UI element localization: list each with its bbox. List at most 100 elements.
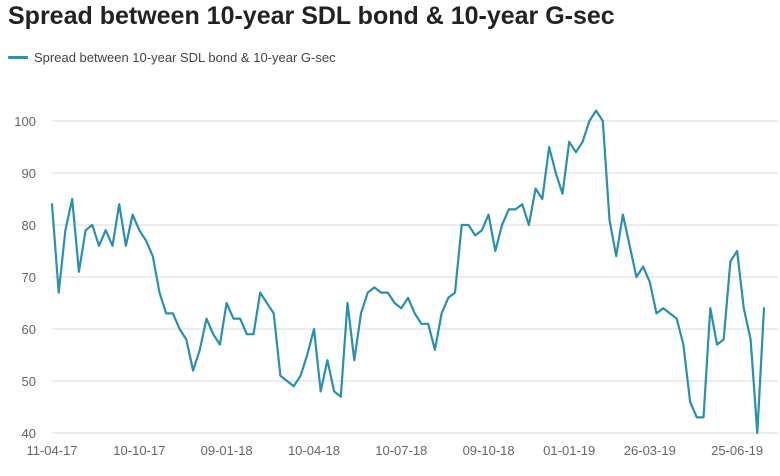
data-point [373,286,375,288]
data-point [98,245,100,247]
data-point [703,416,705,418]
data-point [548,146,550,148]
data-point [333,390,335,392]
data-point [400,307,402,309]
data-point [461,224,463,226]
data-point [125,245,127,247]
data-point [696,416,698,418]
chart-title: Spread between 10-year SDL bond & 10-yea… [8,2,615,30]
data-point [481,229,483,231]
data-point [441,312,443,314]
data-point [454,292,456,294]
data-point [561,193,563,195]
data-point [158,292,160,294]
data-point [514,208,516,210]
data-point [219,344,221,346]
data-point [78,271,80,273]
data-point [91,224,93,226]
data-point [508,208,510,210]
data-point [212,333,214,335]
data-point [609,219,611,221]
data-point [750,338,752,340]
y-tick-label: 40 [22,426,36,441]
data-point [763,307,765,309]
data-point [743,307,745,309]
data-point [199,349,201,351]
data-point [427,323,429,325]
data-point [152,255,154,257]
data-point [293,385,295,387]
x-tick-label: 25-06-19 [711,443,763,458]
data-point [353,359,355,361]
x-tick-label: 09-01-18 [201,443,253,458]
data-point [145,240,147,242]
data-point [555,172,557,174]
data-point [541,198,543,200]
data-point [192,370,194,372]
data-point [629,245,631,247]
x-tick-label: 09-10-18 [463,443,515,458]
data-point [528,224,530,226]
data-point [575,151,577,153]
data-point [172,312,174,314]
data-point [649,281,651,283]
y-tick-label: 70 [22,270,36,285]
y-tick-label: 100 [14,114,36,129]
data-point [447,297,449,299]
data-point [729,260,731,262]
data-point [602,120,604,122]
data-point [467,224,469,226]
data-point [501,224,503,226]
data-point [266,302,268,304]
data-point [635,276,637,278]
data-point [51,203,53,205]
data-point [132,214,134,216]
data-point [736,250,738,252]
data-point [347,302,349,304]
data-point [320,390,322,392]
data-point [723,338,725,340]
data-point [273,312,275,314]
x-tick-label: 10-10-17 [113,443,165,458]
data-point [179,328,181,330]
data-point [716,344,718,346]
data-point [414,312,416,314]
data-point [71,198,73,200]
data-point [205,318,207,320]
data-point [615,255,617,257]
data-point [488,214,490,216]
data-point [380,292,382,294]
data-point [568,141,570,143]
data-point [420,323,422,325]
data-point [185,338,187,340]
y-tick-label: 50 [22,374,36,389]
data-point [313,328,315,330]
data-point [656,312,658,314]
data-point [232,318,234,320]
data-point [682,344,684,346]
x-tick-label: 10-07-18 [375,443,427,458]
data-point [259,292,261,294]
data-point [85,229,87,231]
data-point [246,333,248,335]
x-tick-label: 11-04-17 [26,443,77,458]
data-point [662,307,664,309]
data-point [253,333,255,335]
x-tick-label: 01-01-19 [543,443,595,458]
data-point [588,120,590,122]
data-point [756,432,758,434]
data-point [306,354,308,356]
data-point [676,318,678,320]
data-point [279,375,281,377]
data-point [239,318,241,320]
data-point [367,292,369,294]
data-point [689,401,691,403]
data-point [474,234,476,236]
series-line [50,109,766,435]
y-tick-label: 60 [22,322,36,337]
data-point [286,380,288,382]
data-point [226,302,228,304]
data-point [138,229,140,231]
x-tick-label: 26-03-19 [624,443,676,458]
